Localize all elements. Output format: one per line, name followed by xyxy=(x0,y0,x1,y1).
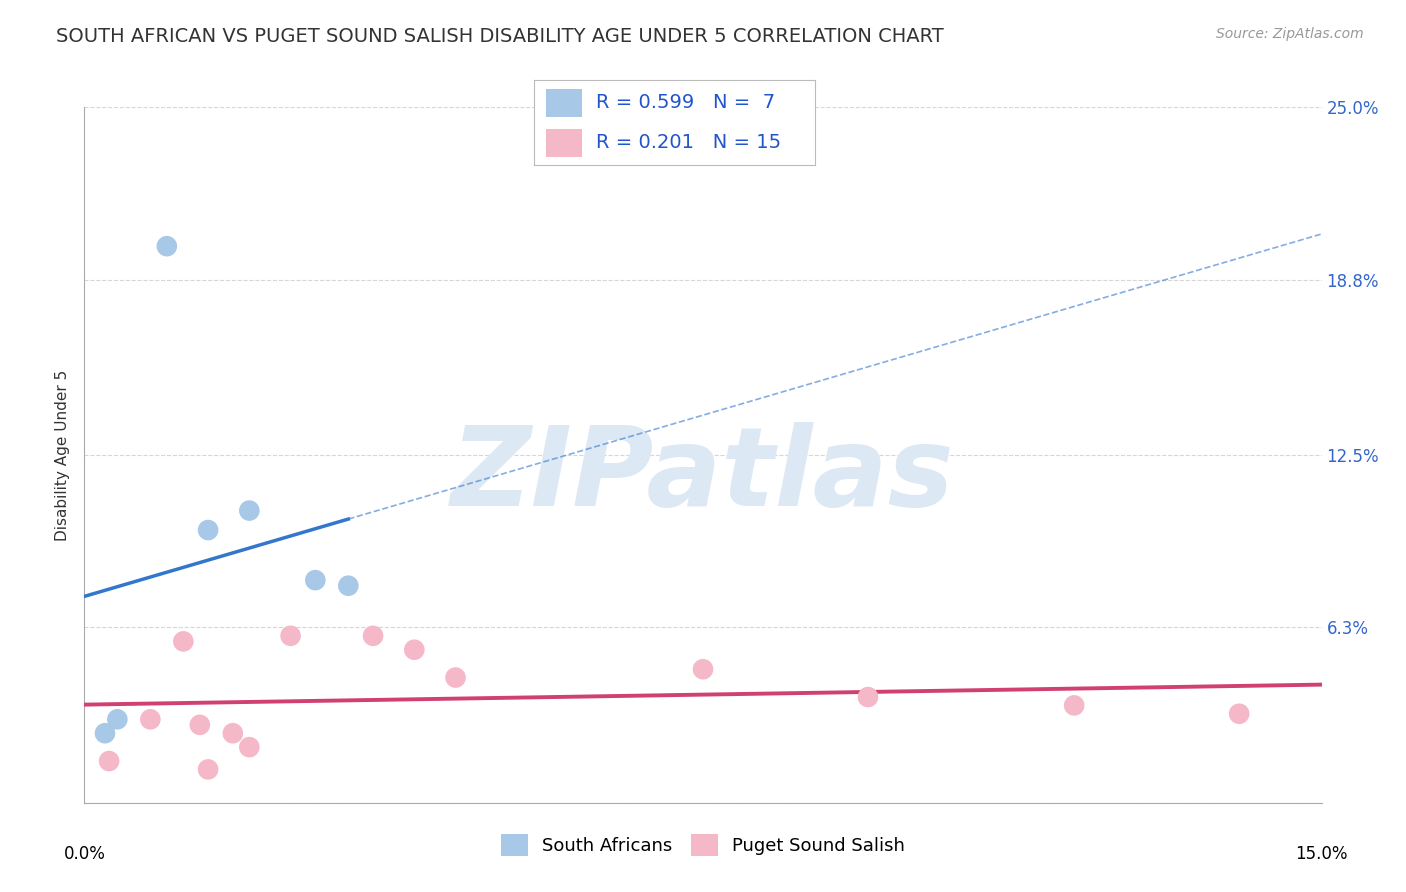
Point xyxy=(280,629,302,643)
Y-axis label: Disability Age Under 5: Disability Age Under 5 xyxy=(55,369,70,541)
Point xyxy=(222,726,245,740)
Point xyxy=(337,579,360,593)
Point xyxy=(156,239,179,253)
Point xyxy=(238,503,260,517)
Text: R = 0.599   N =  7: R = 0.599 N = 7 xyxy=(596,94,775,112)
Point xyxy=(139,712,162,726)
Point xyxy=(188,718,211,732)
Point xyxy=(1227,706,1250,721)
Point xyxy=(444,671,467,685)
Point xyxy=(197,763,219,777)
Bar xyxy=(546,89,582,117)
Point xyxy=(404,642,426,657)
Point xyxy=(94,726,117,740)
Text: SOUTH AFRICAN VS PUGET SOUND SALISH DISABILITY AGE UNDER 5 CORRELATION CHART: SOUTH AFRICAN VS PUGET SOUND SALISH DISA… xyxy=(56,27,943,45)
Text: 0.0%: 0.0% xyxy=(63,845,105,863)
Text: Source: ZipAtlas.com: Source: ZipAtlas.com xyxy=(1216,27,1364,41)
Point xyxy=(1063,698,1085,713)
Point xyxy=(361,629,384,643)
Point xyxy=(172,634,194,648)
Text: 15.0%: 15.0% xyxy=(1295,845,1348,863)
Point xyxy=(692,662,714,676)
Text: R = 0.201   N = 15: R = 0.201 N = 15 xyxy=(596,133,782,152)
Point xyxy=(304,573,326,587)
Point xyxy=(197,523,219,537)
Point xyxy=(238,740,260,755)
Point xyxy=(98,754,121,768)
Point xyxy=(856,690,879,704)
Text: ZIPatlas: ZIPatlas xyxy=(451,422,955,529)
Legend: South Africans, Puget Sound Salish: South Africans, Puget Sound Salish xyxy=(494,827,912,863)
Bar xyxy=(546,128,582,157)
Point xyxy=(105,712,128,726)
